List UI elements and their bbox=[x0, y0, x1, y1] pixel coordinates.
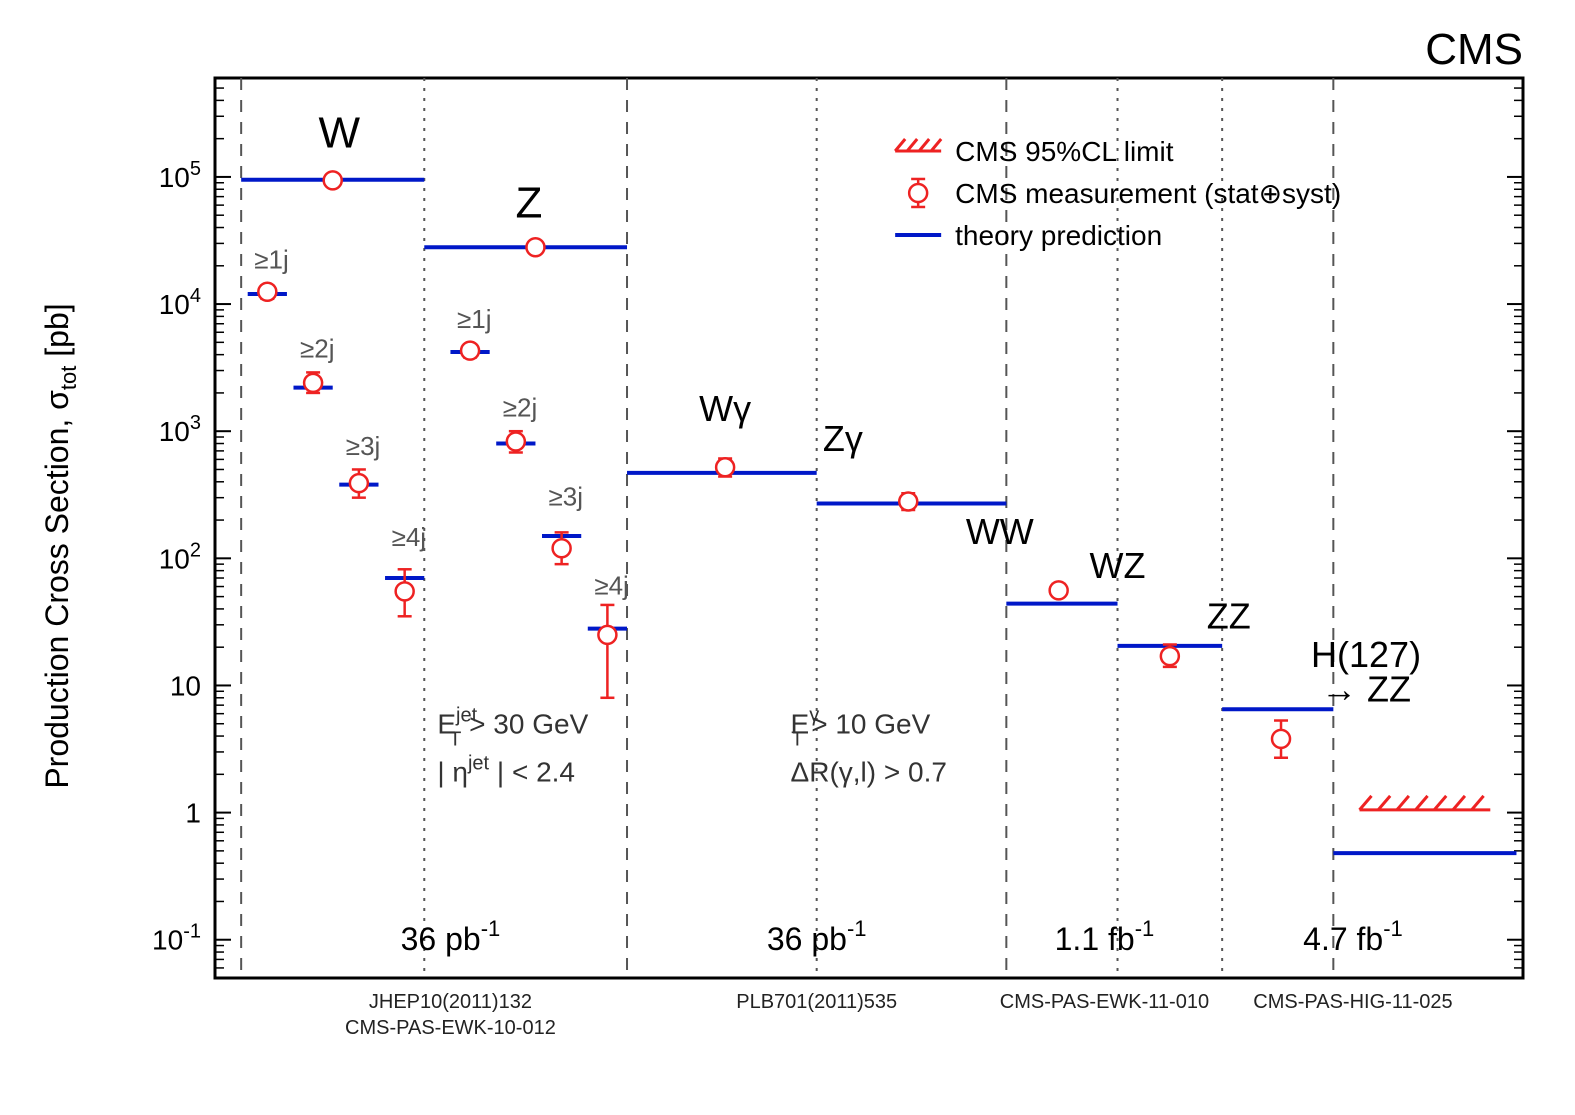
svg-text:10-1: 10-1 bbox=[152, 921, 201, 956]
svg-text:CMS: CMS bbox=[1425, 25, 1523, 74]
svg-text:→ ZZ: → ZZ bbox=[1321, 668, 1411, 709]
svg-text:CMS-PAS-HIG-11-025: CMS-PAS-HIG-11-025 bbox=[1253, 991, 1452, 1013]
svg-text:CMS-PAS-EWK-11-010: CMS-PAS-EWK-11-010 bbox=[1000, 991, 1209, 1013]
svg-text:≥2j: ≥2j bbox=[300, 333, 335, 363]
svg-text:W: W bbox=[318, 109, 360, 158]
svg-text:theory prediction: theory prediction bbox=[955, 220, 1162, 251]
svg-text:≥3j: ≥3j bbox=[549, 482, 584, 512]
svg-text:WW: WW bbox=[966, 511, 1034, 552]
svg-text:36 pb-1: 36 pb-1 bbox=[401, 916, 501, 957]
svg-text:ZZ: ZZ bbox=[1207, 596, 1251, 637]
cross-section-chart: 10-1 1 10 102 103 104 105 Production Cross Sect… bbox=[20, 20, 1575, 1095]
svg-text:Production Cross Section, σt: Production Cross Section, σtot [pb] bbox=[39, 303, 81, 788]
svg-text:102: 102 bbox=[159, 539, 201, 574]
svg-text:≥4j: ≥4j bbox=[594, 570, 629, 600]
svg-text:10: 10 bbox=[170, 670, 201, 701]
svg-text:Wγ: Wγ bbox=[699, 388, 751, 429]
svg-text:1.1 fb-1: 1.1 fb-1 bbox=[1055, 916, 1155, 957]
svg-text:PLB701(2011)535: PLB701(2011)535 bbox=[736, 991, 897, 1013]
svg-text:1: 1 bbox=[185, 798, 201, 829]
svg-text:Zγ: Zγ bbox=[823, 418, 863, 459]
svg-text:≥3j: ≥3j bbox=[346, 431, 381, 461]
svg-text:CMS-PAS-EWK-10-012: CMS-PAS-EWK-10-012 bbox=[345, 1017, 556, 1039]
svg-text:≥1j: ≥1j bbox=[254, 245, 289, 275]
svg-text:≥2j: ≥2j bbox=[503, 393, 538, 423]
svg-text:Z: Z bbox=[515, 178, 542, 227]
svg-text:≥1j: ≥1j bbox=[457, 304, 492, 334]
svg-text:4.7 fb-1: 4.7 fb-1 bbox=[1303, 916, 1403, 957]
svg-text:104: 104 bbox=[159, 285, 201, 320]
chart-container: 10-1 1 10 102 103 104 105 Production Cross Sect… bbox=[20, 20, 1575, 1095]
svg-text:103: 103 bbox=[159, 412, 201, 447]
svg-text:WZ: WZ bbox=[1090, 545, 1146, 586]
svg-text:CMS measurement (stat⊕syst): CMS measurement (stat⊕syst) bbox=[955, 178, 1341, 209]
svg-text:| ηjet | < 2.4: | ηjet | < 2.4 bbox=[437, 752, 575, 787]
svg-text:ΔR(γ,l) > 0.7: ΔR(γ,l) > 0.7 bbox=[791, 756, 947, 787]
svg-text:≥4j: ≥4j bbox=[392, 522, 427, 552]
svg-text:JHEP10(2011)132: JHEP10(2011)132 bbox=[369, 991, 532, 1013]
svg-text:105: 105 bbox=[159, 158, 201, 193]
svg-text:EjetT > 30 GeV: EjetT > 30 GeV bbox=[437, 704, 588, 750]
svg-text:36 pb-1: 36 pb-1 bbox=[767, 916, 867, 957]
svg-text:CMS 95%CL limit: CMS 95%CL limit bbox=[955, 136, 1174, 167]
svg-text:EγT > 10 GeV: EγT > 10 GeV bbox=[791, 704, 931, 750]
